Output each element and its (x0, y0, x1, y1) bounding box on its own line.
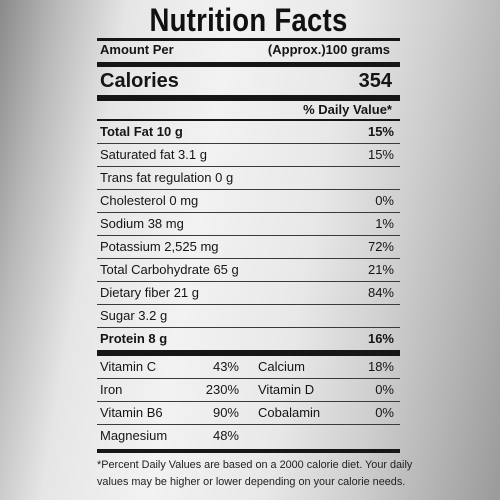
row-divider (97, 166, 400, 167)
nutrient-name: Dietary fiber 21 g (100, 285, 199, 300)
footnote-line: *Percent Daily Values are based on a 200… (97, 459, 413, 471)
row-divider (97, 327, 400, 328)
nutrient-row: Saturated fat 3.1 g 15% (100, 145, 394, 165)
vitamin-row: Iron 230% Vitamin D 0% (100, 380, 394, 400)
nutrient-row: Dietary fiber 21 g 84% (100, 283, 394, 303)
nutrient-row: Sodium 38 mg 1% (100, 214, 394, 234)
row-divider (97, 143, 400, 144)
nutrient-row: Potassium 2,525 mg 72% (100, 237, 394, 257)
nutrient-row: Sugar 3.2 g (100, 306, 394, 326)
vitamin-percent: 43% (212, 359, 239, 374)
row-divider (97, 189, 400, 190)
vitamin-row: Vitamin C 43% Calcium 18% (100, 357, 394, 377)
nutrient-name: Sodium 38 mg (100, 216, 184, 231)
row-divider (97, 281, 400, 282)
vitamin-name: Cobalamin (258, 405, 321, 420)
nutrient-name: Potassium 2,525 mg (100, 239, 219, 254)
nutrient-name: Saturated fat 3.1 g (100, 147, 207, 162)
protein-rule (97, 350, 400, 356)
nutrient-name: Sugar 3.2 g (100, 308, 168, 323)
nutrient-name: Trans fat regulation 0 g (100, 170, 234, 185)
serving-rule (97, 62, 400, 67)
calories-rule (97, 95, 400, 101)
vitamin-percent: 0% (375, 405, 394, 420)
vitamin-percent: 90% (212, 405, 239, 420)
vitamin-name: Magnesium (100, 428, 168, 443)
nutrient-name: Cholesterol 0 mg (100, 193, 199, 208)
nutrient-row: Protein 8 g 16% (100, 329, 394, 349)
nutrient-percent: 15% (367, 124, 394, 139)
nutrient-percent: 16% (367, 331, 394, 346)
row-divider (97, 401, 400, 402)
row-divider (97, 424, 400, 425)
calories-label: Calories (100, 70, 179, 92)
nutrient-row: Cholesterol 0 mg 0% (100, 191, 394, 211)
row-divider (97, 235, 400, 236)
vitamin-name: Iron (100, 382, 123, 397)
vitamin-name: Vitamin C (100, 359, 157, 374)
nutrient-row: Total Fat 10 g 15% (100, 122, 394, 142)
vitamin-name: Vitamin D (258, 382, 315, 397)
vitamin-row: Vitamin B6 90% Cobalamin 0% (100, 403, 394, 423)
daily-value-rule (97, 119, 400, 121)
vitamin-percent: 0% (375, 382, 394, 397)
nutrient-percent: 1% (375, 216, 394, 231)
nutrient-percent: 21% (367, 262, 394, 277)
title-rule (97, 38, 400, 41)
row-divider (97, 212, 400, 213)
footnote-rule (97, 449, 400, 453)
nutrition-facts-label: Nutrition Facts Amount Per (Approx.)100 … (97, 0, 413, 500)
nutrient-percent: 0% (375, 193, 394, 208)
row-divider (97, 378, 400, 379)
vitamin-percent: 230% (205, 382, 239, 397)
row-divider (97, 304, 400, 305)
calories-value: 354 (358, 70, 392, 92)
nutrient-name: Protein 8 g (100, 331, 168, 346)
row-divider (97, 258, 400, 259)
vitamin-percent: 48% (212, 428, 239, 443)
nutrient-row: Total Carbohydrate 65 g 21% (100, 260, 394, 280)
serving-size-label: (Approx.)100 grams (267, 42, 390, 57)
footnote-line: values may be higher or lower depending … (97, 476, 406, 488)
nutrient-percent: 84% (367, 285, 394, 300)
amount-per-label: Amount Per (100, 42, 174, 57)
nutrient-row: Trans fat regulation 0 g (100, 168, 394, 188)
daily-value-header: % Daily Value* (303, 102, 392, 117)
vitamin-percent: 18% (367, 359, 394, 374)
nutrient-name: Total Carbohydrate 65 g (100, 262, 239, 277)
vitamin-name: Vitamin B6 (100, 405, 163, 420)
label-title: Nutrition Facts (149, 2, 348, 38)
vitamin-name: Calcium (258, 359, 305, 374)
daily-value-footnote: *Percent Daily Values are based on a 200… (97, 457, 413, 491)
nutrient-name: Total Fat 10 g (100, 124, 183, 139)
nutrient-percent: 15% (367, 147, 394, 162)
vitamin-row: Magnesium 48% (100, 426, 394, 446)
nutrient-percent: 72% (367, 239, 394, 254)
